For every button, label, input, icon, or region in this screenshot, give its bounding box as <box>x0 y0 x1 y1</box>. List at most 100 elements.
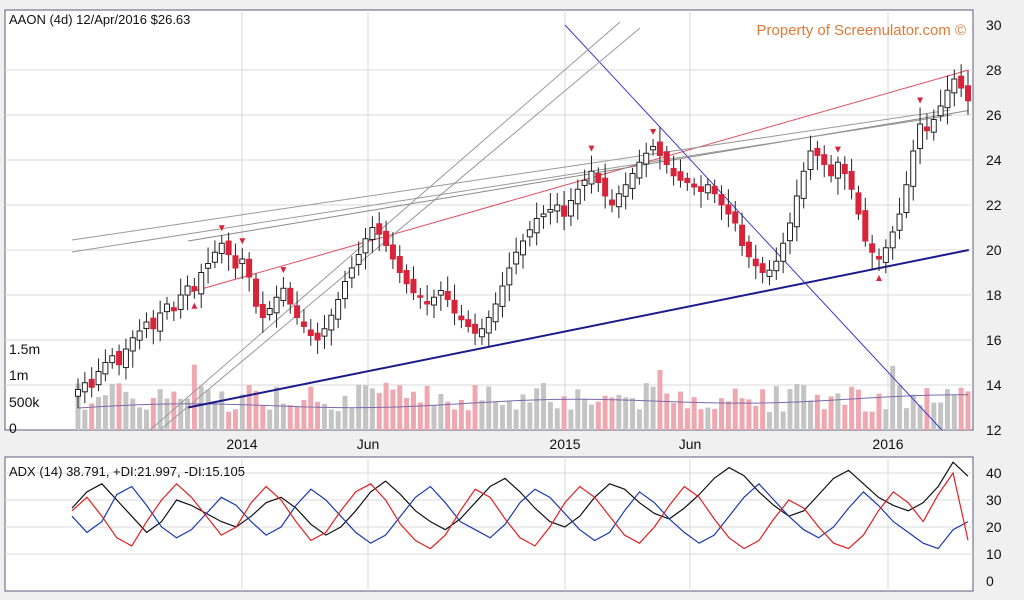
y-tick-label: 28 <box>986 62 1002 78</box>
candle-down <box>855 192 862 215</box>
volume-bar <box>691 397 697 430</box>
adx-series-adx <box>71 461 969 536</box>
candle-down <box>759 263 766 274</box>
volume-bar <box>349 408 355 430</box>
x-tick-label: 2014 <box>226 436 257 452</box>
candle-up <box>574 188 581 205</box>
volume-bar <box>212 402 218 430</box>
volume-bar <box>431 405 437 430</box>
volume-bar <box>486 386 492 430</box>
volume-bar <box>766 411 772 430</box>
volume-bar <box>185 398 191 430</box>
candle-down <box>732 211 739 224</box>
candle-down <box>595 173 602 183</box>
volume-bar <box>958 387 964 430</box>
fan-line <box>71 109 951 241</box>
candle-up <box>211 251 218 263</box>
volume-bar <box>301 399 307 430</box>
candle-down <box>451 299 458 314</box>
candle-up <box>766 269 773 277</box>
candle-down <box>965 85 971 102</box>
volume-bar <box>82 409 88 430</box>
candle-down <box>691 183 698 188</box>
volume-bar <box>650 386 656 430</box>
volume-bar <box>130 398 136 430</box>
fan-line <box>159 27 641 431</box>
candle-down <box>656 141 663 157</box>
candle-down <box>718 194 725 206</box>
volume-bar <box>602 395 608 430</box>
pivot-high-marker <box>834 146 841 153</box>
volume-bar <box>944 389 950 430</box>
candle-up <box>944 89 951 109</box>
volume-bar <box>794 384 800 430</box>
pivot-high-marker <box>917 97 924 104</box>
candle-up <box>177 294 184 310</box>
volume-bar <box>102 395 108 430</box>
candle-up <box>903 184 910 214</box>
volume-bar <box>506 400 512 430</box>
candle-up <box>930 119 937 133</box>
candle-down <box>677 171 684 181</box>
volume-bar <box>472 384 478 430</box>
candle-up <box>834 161 841 179</box>
volume-bar <box>294 407 300 430</box>
volume-bar <box>321 403 327 430</box>
candle-down <box>663 151 670 166</box>
candle-up <box>787 222 793 242</box>
price-panel <box>4 9 974 431</box>
volume-bar <box>219 391 225 430</box>
volume-bar <box>424 385 430 430</box>
candle-down <box>698 186 704 193</box>
volume-bar <box>671 403 677 430</box>
x-tick-label: 2015 <box>549 436 580 452</box>
candle-up <box>342 281 348 300</box>
candle-down <box>410 278 417 294</box>
volume-bar <box>315 401 321 430</box>
volume-bar <box>137 407 143 430</box>
volume-bar <box>520 394 526 430</box>
candle-up <box>889 231 896 249</box>
candle-up <box>917 123 924 150</box>
candle-down <box>465 319 472 327</box>
volume-bar <box>164 398 170 430</box>
y-tick-label: 30 <box>986 17 1002 33</box>
candle-down <box>876 256 882 260</box>
candle-down <box>225 240 232 255</box>
adx-y-tick-label: 20 <box>986 519 1002 535</box>
candle-down <box>232 255 239 269</box>
candle-up <box>643 152 650 165</box>
candle-up <box>629 173 636 189</box>
volume-bar <box>157 389 163 430</box>
candle-up <box>369 227 376 241</box>
candle-up <box>122 348 129 369</box>
volume-bar <box>499 405 505 430</box>
candle-up <box>164 303 170 313</box>
candle-up <box>793 195 800 228</box>
candle-up <box>437 290 444 296</box>
volume-bar <box>561 396 567 430</box>
candle-down <box>472 323 479 334</box>
adx-gridlines <box>5 457 973 591</box>
trendline <box>188 69 969 294</box>
volume-bar <box>684 408 690 430</box>
y-tick-label: 16 <box>986 332 1002 348</box>
candle-up <box>348 267 355 279</box>
candle-up <box>547 209 554 213</box>
candle-up <box>622 184 629 197</box>
candle-down <box>684 177 691 184</box>
fan-line <box>149 21 621 431</box>
candle-up <box>581 179 588 186</box>
volume-bar <box>780 411 786 430</box>
trendline <box>187 249 969 409</box>
candle-up <box>896 213 903 231</box>
candle-down <box>458 315 465 321</box>
candle-up <box>109 355 116 364</box>
candle-up <box>513 251 520 265</box>
volume-bar <box>725 401 731 430</box>
pivot-high-marker <box>588 145 595 152</box>
volume-bar <box>951 395 957 430</box>
candle-down <box>170 307 177 312</box>
candle-up <box>492 303 499 323</box>
candle-up <box>636 161 643 179</box>
